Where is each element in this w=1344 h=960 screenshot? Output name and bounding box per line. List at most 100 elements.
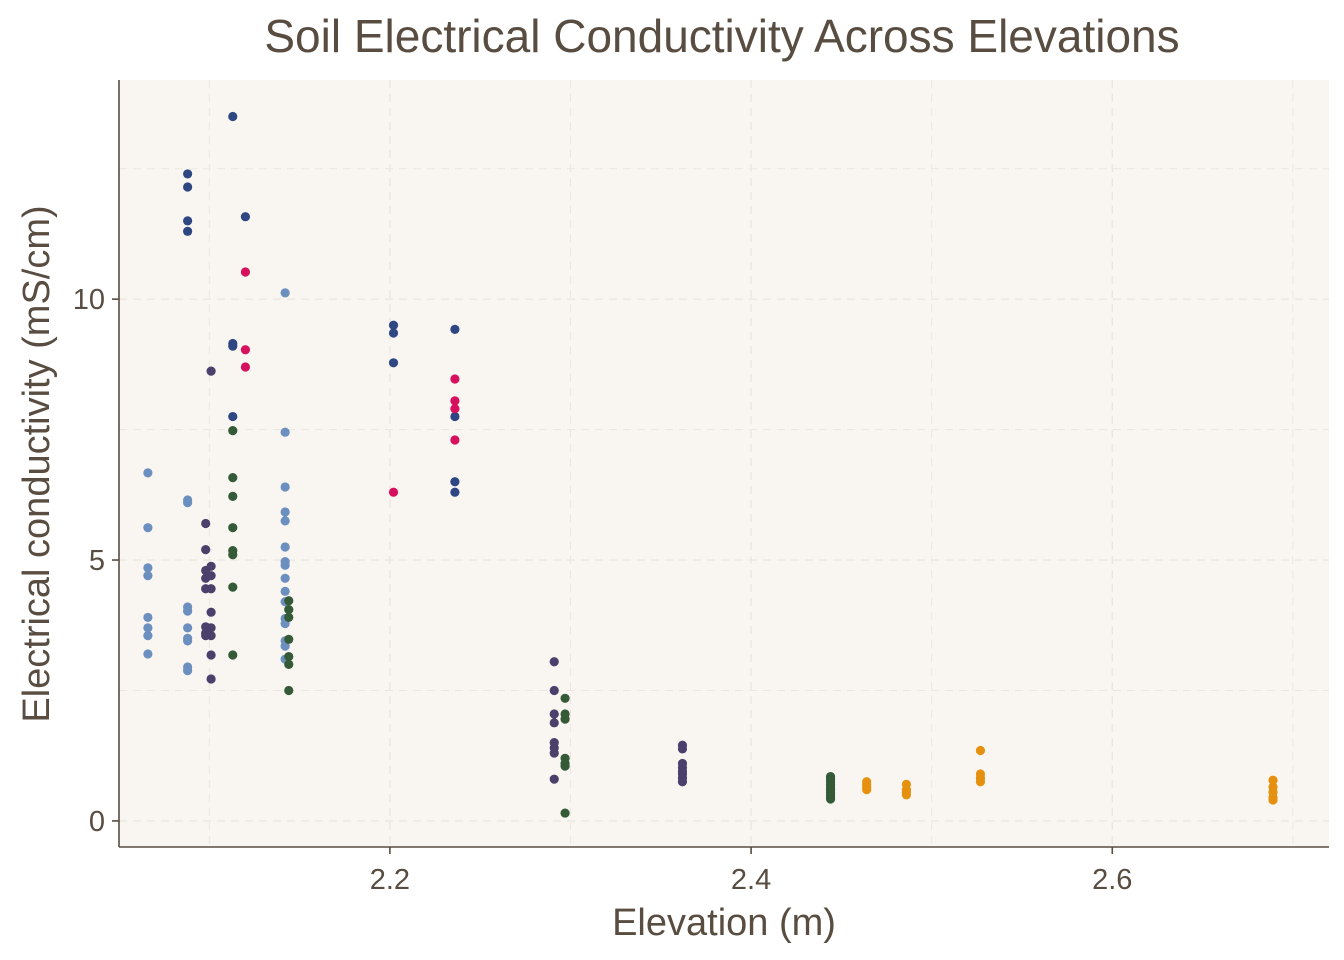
y-axis-label: Electrical conductivity (mS/cm)	[16, 205, 58, 722]
data-point	[549, 685, 559, 696]
data-point	[206, 607, 216, 617]
data-point	[388, 358, 399, 368]
data-point	[450, 396, 460, 406]
data-point	[206, 366, 216, 376]
data-point	[560, 693, 570, 703]
data-point	[228, 550, 238, 560]
data-point	[183, 182, 193, 192]
y-tick-label: 5	[89, 545, 105, 577]
data-point	[450, 411, 460, 422]
data-point	[280, 560, 290, 570]
data-point	[388, 328, 399, 338]
data-point	[143, 523, 153, 533]
x-tick-label: 2.2	[370, 864, 410, 896]
data-point	[450, 374, 460, 384]
data-point	[560, 808, 570, 818]
data-point	[228, 111, 238, 122]
y-axis-ticks: 0 5 10	[73, 284, 119, 838]
grid-lines	[119, 80, 1329, 847]
data-point	[228, 411, 238, 422]
data-point	[240, 345, 251, 355]
data-point	[1268, 775, 1278, 785]
data-point	[206, 623, 216, 633]
data-point	[549, 748, 559, 758]
data-point	[450, 477, 460, 487]
x-axis-ticks: 2.2 2.4 2.6	[370, 847, 1132, 896]
data-point	[284, 634, 294, 644]
data-point	[901, 790, 912, 800]
data-point	[284, 604, 294, 615]
data-point	[280, 641, 290, 651]
data-point	[240, 267, 251, 277]
data-point	[183, 636, 193, 646]
data-point	[450, 324, 460, 335]
data-point	[677, 777, 688, 787]
data-point	[560, 761, 570, 771]
data-point	[450, 487, 460, 497]
data-point	[280, 573, 290, 583]
data-point	[388, 320, 399, 330]
data-point	[549, 709, 559, 719]
data-point	[677, 744, 688, 754]
data-point	[280, 427, 290, 437]
data-point	[284, 659, 294, 669]
data-point	[240, 362, 251, 372]
data-point	[206, 571, 216, 581]
data-point	[549, 657, 559, 667]
data-point	[280, 288, 290, 298]
y-tick-label: 10	[73, 284, 105, 316]
data-point	[280, 542, 290, 552]
data-point	[284, 596, 294, 606]
data-point	[228, 582, 238, 592]
data-point	[862, 785, 872, 795]
data-point	[183, 169, 193, 179]
plot-background	[119, 80, 1329, 847]
data-point	[560, 714, 570, 724]
data-point	[206, 584, 216, 594]
data-point	[201, 544, 211, 555]
data-point	[228, 341, 238, 351]
data-point	[228, 472, 238, 483]
data-point	[240, 212, 251, 222]
data-point	[143, 468, 153, 478]
data-point	[143, 612, 153, 623]
data-point	[206, 650, 216, 660]
data-point	[183, 666, 193, 676]
data-point	[206, 561, 216, 571]
data-point	[284, 685, 294, 696]
data-point	[143, 563, 153, 573]
data-point	[143, 631, 153, 641]
data-point	[450, 435, 460, 445]
data-point	[143, 623, 153, 633]
data-point	[183, 498, 193, 508]
data-point	[183, 226, 193, 236]
data-point	[1268, 795, 1278, 805]
y-tick-label: 0	[89, 806, 105, 838]
data-point	[280, 482, 290, 492]
data-point	[450, 404, 460, 414]
data-point	[183, 216, 193, 226]
data-point	[228, 426, 238, 436]
x-tick-label: 2.4	[731, 864, 771, 896]
data-point	[206, 674, 216, 684]
data-point	[228, 650, 238, 660]
data-point	[284, 612, 294, 623]
data-point	[388, 487, 399, 497]
data-point	[143, 649, 153, 659]
chart-title: Soil Electrical Conductivity Across Elev…	[264, 10, 1179, 62]
data-point	[549, 774, 559, 784]
x-tick-label: 2.6	[1092, 864, 1132, 896]
data-point	[143, 571, 153, 581]
data-point	[975, 745, 986, 756]
data-point	[183, 623, 193, 633]
data-point	[280, 586, 290, 596]
data-point	[183, 606, 193, 616]
data-point	[825, 794, 836, 804]
data-point	[228, 523, 238, 533]
data-point	[228, 491, 238, 501]
data-points	[143, 111, 1278, 818]
data-point	[284, 651, 294, 662]
data-point	[280, 516, 290, 526]
data-point	[206, 631, 216, 641]
